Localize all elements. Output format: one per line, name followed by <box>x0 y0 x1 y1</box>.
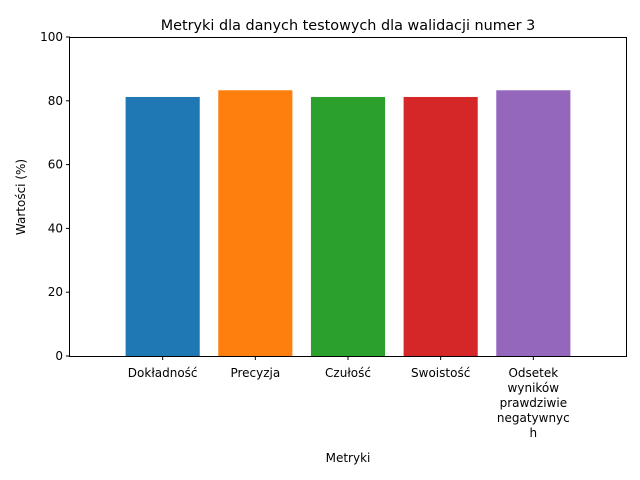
chart-title: Metryki dla danych testowych dla walidac… <box>161 18 536 34</box>
x-tick-label: Dokładność <box>128 366 198 380</box>
y-tick-label: 0 <box>55 349 63 363</box>
y-axis-label: Wartości (%) <box>14 159 28 235</box>
plot-frame <box>69 37 627 357</box>
y-axis: 0 20 40 60 80 100 <box>40 30 70 363</box>
bar-4 <box>403 96 478 357</box>
x-tick-label: Swoistość <box>411 366 470 380</box>
x-tick-label: Odsetek wyników prawdziwie negatywnyc h <box>497 366 570 440</box>
y-tick-label: 80 <box>48 94 63 108</box>
x-tick-label: Precyzja <box>230 366 280 380</box>
y-tick-label: 60 <box>48 158 63 172</box>
bar-2 <box>218 90 293 356</box>
bar-5 <box>496 90 571 356</box>
y-tick-label: 40 <box>48 221 63 235</box>
x-tick-label: Czułość <box>325 366 371 380</box>
x-axis-label: Metryki <box>326 451 371 465</box>
y-tick-label: 100 <box>40 30 63 44</box>
bars-group <box>125 90 571 357</box>
bar-3 <box>310 96 386 357</box>
y-tick-label: 20 <box>48 285 63 299</box>
x-axis: Dokładność Precyzja Czułość Swoistość Odsete… <box>128 356 570 440</box>
bar-1 <box>125 96 200 357</box>
